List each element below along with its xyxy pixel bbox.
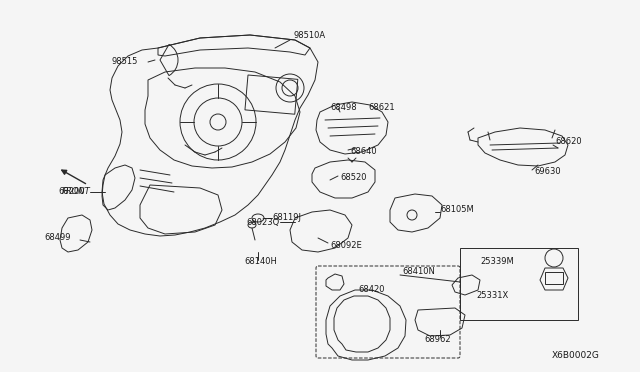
Text: 68498: 68498 (330, 103, 356, 112)
Text: 68119J: 68119J (272, 214, 301, 222)
Text: 68621: 68621 (368, 103, 395, 112)
Text: 68105M: 68105M (440, 205, 474, 215)
Text: 25331X: 25331X (476, 292, 508, 301)
Text: 68520: 68520 (340, 173, 367, 183)
Text: 68962: 68962 (425, 336, 451, 344)
Text: 68140H: 68140H (244, 257, 277, 266)
Bar (245, 75, 298, 114)
Text: X6B0002G: X6B0002G (552, 352, 600, 360)
Text: 68640: 68640 (350, 148, 376, 157)
Text: 98515: 98515 (112, 58, 138, 67)
Text: 68023Q: 68023Q (247, 218, 280, 227)
Text: 68499: 68499 (44, 234, 70, 243)
Text: 69630: 69630 (534, 167, 561, 176)
Text: 68620: 68620 (555, 138, 582, 147)
Bar (460, 248, 578, 320)
Text: 25339M: 25339M (480, 257, 514, 266)
Text: 68092E: 68092E (330, 241, 362, 250)
Text: 68410N: 68410N (402, 267, 435, 276)
Bar (545, 272, 563, 284)
Text: 98510A: 98510A (294, 32, 326, 41)
Text: FRONT: FRONT (62, 187, 91, 196)
Text: 68200: 68200 (58, 187, 84, 196)
Text: 68420: 68420 (358, 285, 385, 295)
